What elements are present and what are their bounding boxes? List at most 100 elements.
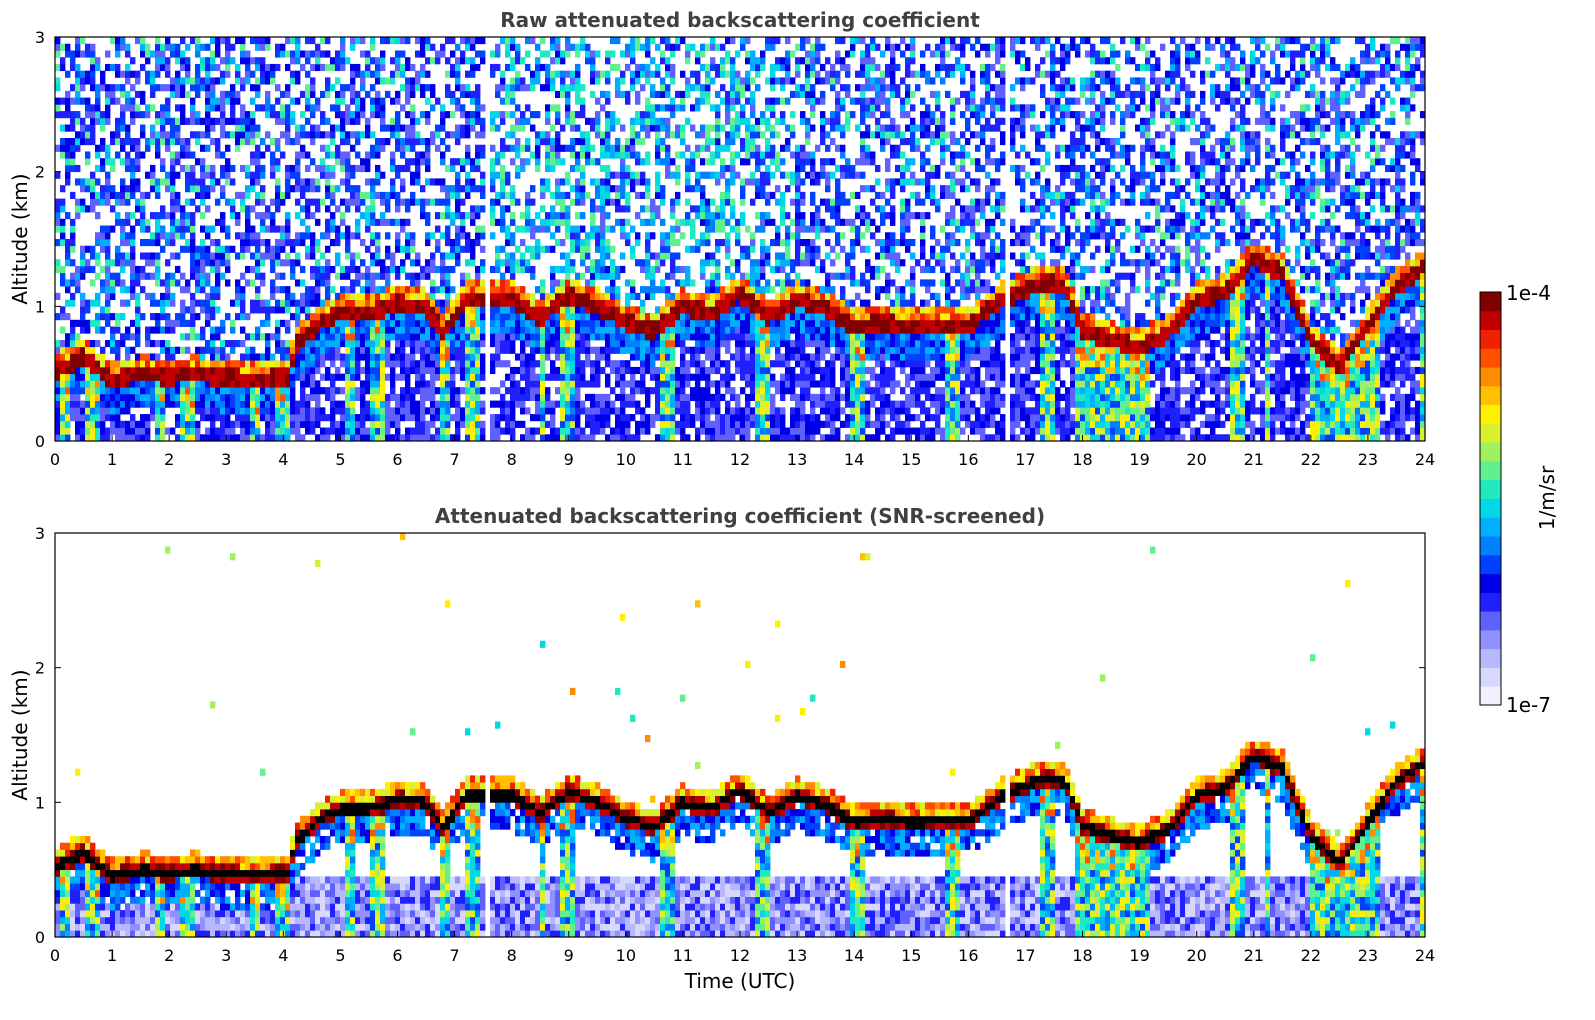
- heatmap-cell: [575, 226, 580, 233]
- heatmap-cell: [640, 138, 645, 145]
- heatmap-cell: [665, 401, 670, 408]
- heatmap-cell: [260, 57, 265, 64]
- heatmap-cell: [185, 118, 190, 125]
- heatmap-cell: [215, 273, 220, 280]
- heatmap-cell: [245, 111, 250, 118]
- heatmap-cell: [635, 131, 640, 138]
- heatmap-cell: [290, 57, 295, 64]
- heatmap-cell: [90, 185, 95, 192]
- heatmap-cell: [400, 340, 405, 347]
- heatmap-cell: [630, 84, 635, 91]
- heatmap-cell: [475, 158, 480, 165]
- heatmap-cell: [465, 293, 470, 300]
- heatmap-cell: [370, 401, 375, 408]
- heatmap-cell: [510, 98, 515, 105]
- heatmap-cell: [410, 178, 415, 185]
- heatmap-cell: [380, 421, 385, 428]
- heatmap-cell: [65, 125, 70, 132]
- heatmap-cell: [630, 394, 635, 401]
- heatmap-cell: [550, 401, 555, 408]
- heatmap-cell: [470, 306, 475, 313]
- heatmap-cell: [315, 340, 320, 347]
- heatmap-cell: [340, 353, 345, 360]
- heatmap-cell: [125, 300, 130, 307]
- heatmap-cell: [500, 185, 505, 192]
- heatmap-cell: [310, 333, 315, 340]
- heatmap-cell: [345, 327, 350, 334]
- heatmap-cell: [225, 380, 230, 387]
- heatmap-cell: [520, 84, 525, 91]
- heatmap-cell: [90, 360, 95, 367]
- heatmap-cell: [140, 286, 145, 293]
- heatmap-cell: [420, 306, 425, 313]
- heatmap-cell: [100, 401, 105, 408]
- heatmap-cell: [365, 414, 370, 421]
- heatmap-cell: [440, 306, 445, 313]
- heatmap-cell: [555, 151, 560, 158]
- heatmap-cell: [205, 44, 210, 51]
- heatmap-cell: [500, 293, 505, 300]
- heatmap-cell: [340, 306, 345, 313]
- heatmap-cell: [520, 145, 525, 152]
- heatmap-cell: [590, 77, 595, 84]
- heatmap-cell: [305, 37, 310, 44]
- heatmap-cell: [295, 50, 300, 57]
- heatmap-cell: [560, 219, 565, 226]
- heatmap-cell: [505, 266, 510, 273]
- heatmap-cell: [475, 104, 480, 111]
- heatmap-cell: [685, 165, 690, 172]
- heatmap-cell: [630, 286, 635, 293]
- heatmap-cell: [370, 414, 375, 421]
- heatmap-cell: [465, 401, 470, 408]
- heatmap-cell: [220, 172, 225, 179]
- heatmap-cell: [575, 64, 580, 71]
- heatmap-cell: [125, 219, 130, 226]
- heatmap-cell: [390, 313, 395, 320]
- heatmap-cell: [395, 340, 400, 347]
- heatmap-cell: [620, 340, 625, 347]
- heatmap-cell: [640, 347, 645, 354]
- heatmap-cell: [205, 313, 210, 320]
- heatmap-cell: [680, 421, 685, 428]
- heatmap-cell: [585, 50, 590, 57]
- heatmap-cell: [95, 104, 100, 111]
- heatmap-cell: [310, 252, 315, 259]
- heatmap-cell: [575, 151, 580, 158]
- heatmap-cell: [190, 353, 195, 360]
- heatmap-cell: [640, 286, 645, 293]
- heatmap-cell: [650, 273, 655, 280]
- heatmap-cell: [315, 367, 320, 374]
- heatmap-cell: [545, 158, 550, 165]
- heatmap-cell: [530, 232, 535, 239]
- heatmap-cell: [500, 246, 505, 253]
- heatmap-cell: [165, 374, 170, 381]
- heatmap-cell: [270, 306, 275, 313]
- heatmap-cell: [540, 192, 545, 199]
- heatmap-cell: [355, 71, 360, 78]
- heatmap-cell: [450, 333, 455, 340]
- heatmap-cell: [205, 125, 210, 132]
- heatmap-cell: [610, 401, 615, 408]
- heatmap-cell: [565, 428, 570, 435]
- heatmap-cell: [640, 421, 645, 428]
- heatmap-cell: [140, 394, 145, 401]
- heatmap-cell: [375, 98, 380, 105]
- heatmap-cell: [160, 226, 165, 233]
- heatmap-cell: [145, 44, 150, 51]
- heatmap-cell: [230, 428, 235, 435]
- heatmap-cell: [300, 185, 305, 192]
- heatmap-cell: [190, 387, 195, 394]
- heatmap-cell: [650, 333, 655, 340]
- heatmap-cell: [335, 77, 340, 84]
- heatmap-cell: [295, 353, 300, 360]
- heatmap-cell: [615, 273, 620, 280]
- heatmap-cell: [420, 320, 425, 327]
- heatmap-cell: [305, 212, 310, 219]
- heatmap-cell: [480, 178, 485, 185]
- heatmap-cell: [450, 414, 455, 421]
- heatmap-cell: [550, 37, 555, 44]
- heatmap-cell: [540, 407, 545, 414]
- heatmap-cell: [635, 118, 640, 125]
- heatmap-cell: [680, 37, 685, 44]
- heatmap-cell: [500, 273, 505, 280]
